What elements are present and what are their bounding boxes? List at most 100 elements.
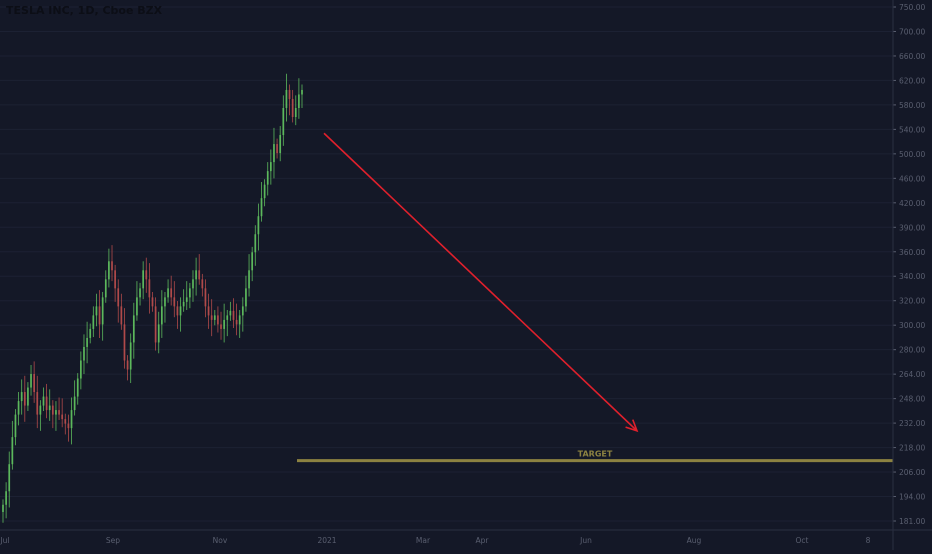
candle-up — [248, 270, 250, 289]
x-tick-label: Apr — [476, 536, 490, 545]
candle-down — [61, 414, 64, 420]
x-tick-label: Jun — [579, 536, 592, 545]
y-tick-label: 194.00 — [899, 493, 925, 502]
candle-down — [232, 310, 235, 320]
candle-down — [67, 423, 70, 429]
candle-down — [126, 360, 129, 370]
y-tick-label: 500.00 — [899, 150, 925, 159]
candle-up — [195, 270, 197, 280]
candle-down — [23, 392, 26, 406]
candle-up — [76, 378, 79, 397]
x-tick-label: Oct — [796, 536, 809, 545]
candle-up — [266, 171, 269, 185]
x-tick-label: Aug — [687, 536, 702, 545]
candle-up — [73, 396, 76, 411]
trend-arrow-head — [625, 419, 639, 433]
trend-arrow-line — [323, 132, 638, 432]
chart-title: TESLA INC, 1D, Cboe BZX — [6, 4, 163, 17]
candle-up — [11, 437, 14, 465]
candle-up — [294, 107, 297, 118]
candle-up — [223, 319, 225, 329]
candle-down — [145, 270, 148, 280]
y-tick-label: 206.00 — [899, 468, 925, 477]
candle-up — [129, 342, 132, 370]
candle-up — [80, 360, 82, 379]
y-tick-label: 700.00 — [899, 27, 925, 36]
target-label: TARGET — [578, 450, 613, 459]
candle-up — [251, 252, 254, 271]
candle-up — [5, 491, 7, 505]
y-tick-label: 320.00 — [899, 297, 925, 306]
y-tick-label: 390.00 — [899, 223, 925, 232]
candle-down — [36, 392, 39, 415]
x-tick-label: Jul — [0, 536, 10, 545]
candle-up — [213, 315, 216, 320]
candle-up — [42, 396, 45, 406]
candle-down — [207, 306, 210, 316]
candle-up — [17, 401, 20, 415]
x-tick-label: 2021 — [317, 536, 336, 545]
y-tick-label: 248.00 — [899, 395, 925, 404]
candle-up — [142, 270, 145, 289]
candle-down — [64, 419, 67, 424]
candle-up — [229, 310, 232, 316]
y-tick-label: 280.00 — [899, 346, 925, 355]
candle-up — [238, 315, 241, 325]
candle-up — [89, 328, 92, 338]
candle-down — [33, 374, 36, 393]
y-tick-label: 218.00 — [899, 444, 925, 453]
y-tick-label: 580.00 — [899, 101, 925, 110]
candle-up — [108, 261, 110, 280]
y-tick-label: 460.00 — [899, 174, 925, 183]
candle-down — [117, 288, 120, 307]
candle-up — [136, 297, 138, 316]
candle-down — [111, 261, 113, 271]
candle-up — [179, 306, 182, 316]
candle-up — [39, 405, 42, 415]
candle-down — [58, 410, 60, 415]
candle-down — [176, 306, 179, 316]
candle-down — [154, 306, 157, 343]
candle-up — [86, 337, 88, 347]
candle-down — [51, 405, 54, 415]
y-tick-label: 750.00 — [899, 3, 925, 12]
candle-down — [291, 98, 294, 118]
x-tick-label: Nov — [213, 536, 228, 545]
y-tick-label: 300.00 — [899, 321, 925, 330]
candle-down — [204, 288, 207, 307]
candle-down — [276, 144, 278, 154]
candle-up — [192, 279, 194, 289]
candle-down — [235, 319, 238, 325]
candle-down — [123, 324, 126, 361]
candle-down — [201, 279, 204, 289]
candle-up — [282, 107, 285, 136]
candle-up — [279, 135, 282, 154]
candle-down — [220, 324, 222, 329]
y-tick-label: 232.00 — [899, 419, 925, 428]
candle-up — [273, 144, 275, 163]
candle-up — [92, 315, 95, 329]
candle-up — [245, 288, 247, 307]
candle-up — [285, 89, 288, 108]
candle-up — [95, 306, 98, 316]
candle-up — [298, 94, 300, 108]
candle-up — [226, 315, 229, 320]
candle-up — [83, 346, 85, 361]
candle-up — [132, 315, 135, 343]
candle-down — [210, 315, 213, 320]
candle-up — [30, 374, 32, 388]
candle-up — [160, 306, 163, 325]
y-tick-label: 181.00 — [899, 517, 925, 526]
y-tick-label: 620.00 — [899, 76, 925, 85]
candle-down — [217, 315, 219, 325]
candle-down — [98, 306, 101, 325]
candle-down — [120, 306, 123, 325]
y-tick-label: 660.00 — [899, 52, 925, 61]
candle-down — [170, 288, 173, 298]
candle-up — [301, 89, 303, 95]
x-tick-label: Mar — [416, 536, 431, 545]
candle-up — [2, 504, 4, 512]
candle-up — [182, 301, 185, 307]
